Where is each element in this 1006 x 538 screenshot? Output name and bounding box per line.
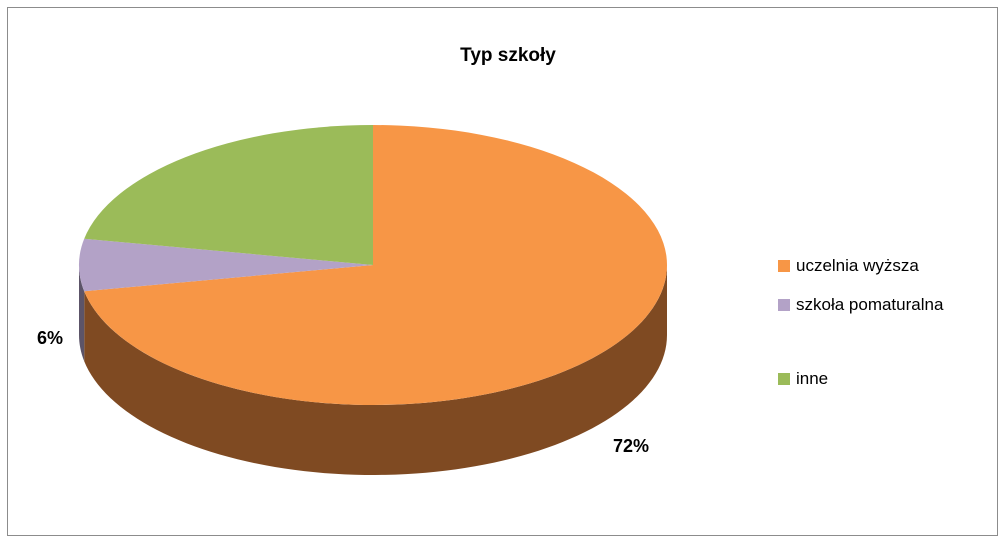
- legend-swatch-szkola-pomaturalna: [778, 299, 790, 311]
- legend-item-inne: inne: [778, 369, 828, 388]
- legend-swatch-uczelnia-wyzsza: [778, 260, 790, 272]
- pie-slice-uczelnia-wyzsza: [84, 125, 668, 405]
- legend-item-szkola-pomaturalna: szkoła pomaturalna: [778, 295, 944, 314]
- legend-label-szkola-pomaturalna: szkoła pomaturalna: [796, 295, 944, 314]
- legend-item-uczelnia-wyzsza: uczelnia wyższa: [778, 256, 919, 275]
- pie-top-slices: [79, 125, 668, 405]
- pie-slice-inne: [84, 125, 374, 265]
- chart-frame: Typ szkoły 72% 6% uczelnia wyższa szkoła…: [7, 7, 998, 536]
- pie-side-szkola-pomaturalna: [79, 265, 85, 362]
- legend-swatch-inne: [778, 373, 790, 385]
- chart-title: Typ szkoły: [460, 45, 556, 66]
- legend: uczelnia wyższa szkoła pomaturalna inne: [778, 256, 944, 388]
- data-label-uczelnia-wyzsza: 72%: [613, 436, 649, 456]
- pie-side-walls: [79, 265, 667, 475]
- pie-slice-szkola-pomaturalna: [79, 238, 373, 292]
- data-label-szkola-pomaturalna: 6%: [37, 328, 63, 348]
- legend-label-inne: inne: [796, 369, 828, 388]
- legend-label-uczelnia-wyzsza: uczelnia wyższa: [796, 256, 919, 275]
- pie-side-uczelnia-wyzsza: [84, 265, 667, 475]
- pie-chart: Typ szkoły 72% 6% uczelnia wyższa szkoła…: [37, 45, 944, 475]
